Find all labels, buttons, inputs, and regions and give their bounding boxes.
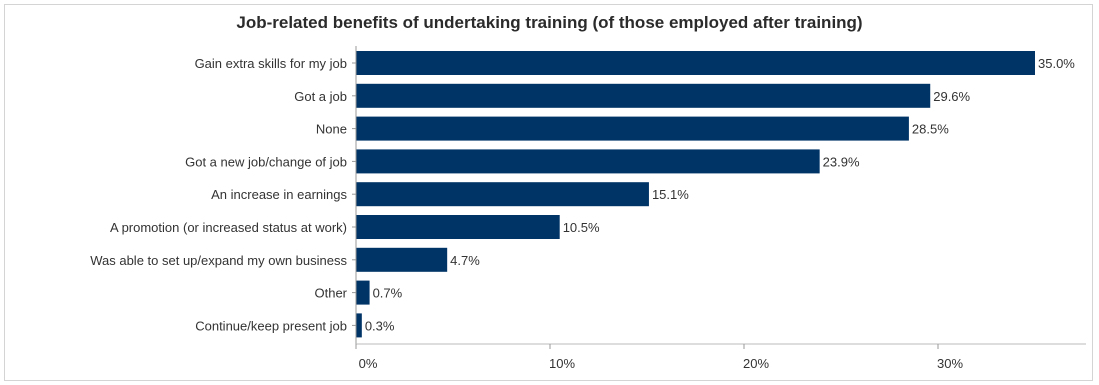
x-tick-label: 30%: [937, 356, 963, 371]
x-tick-label: 10%: [549, 356, 575, 371]
chart-title: Job-related benefits of undertaking trai…: [236, 13, 863, 32]
x-tick-label: 0%: [359, 356, 378, 371]
data-label: 28.5%: [912, 122, 949, 137]
category-label: Got a job: [294, 89, 347, 104]
data-label: 29.6%: [933, 89, 970, 104]
bar[interactable]: [356, 313, 362, 338]
data-label: 15.1%: [652, 187, 689, 202]
category-label: An increase in earnings: [211, 187, 347, 202]
category-label: None: [316, 122, 347, 137]
data-label: 23.9%: [823, 154, 860, 169]
x-axis: 0% 10% 20% 30%: [355, 46, 1086, 371]
bar[interactable]: [356, 83, 931, 108]
bar[interactable]: [356, 182, 649, 207]
category-label: Other: [314, 286, 347, 301]
x-tick-label: 20%: [743, 356, 769, 371]
bar[interactable]: [356, 280, 370, 305]
category-label: Continue/keep present job: [195, 318, 347, 333]
category-label: Was able to set up/expand my own busines…: [90, 253, 347, 268]
data-label: 0.3%: [365, 318, 395, 333]
data-label: 0.7%: [373, 286, 403, 301]
category-label: A promotion (or increased status at work…: [110, 220, 347, 235]
data-label: 10.5%: [563, 220, 600, 235]
bar[interactable]: [356, 149, 820, 174]
bar[interactable]: [356, 215, 560, 239]
bar[interactable]: [356, 247, 448, 272]
bar[interactable]: [356, 116, 909, 141]
data-label: 4.7%: [450, 253, 480, 268]
category-label: Got a new job/change of job: [185, 154, 347, 169]
category-label: Gain extra skills for my job: [195, 56, 347, 71]
bar[interactable]: [356, 51, 1035, 75]
bars-layer: Gain extra skills for my job 35.0% Got a j…: [90, 51, 1075, 338]
data-label: 35.0%: [1038, 56, 1075, 71]
